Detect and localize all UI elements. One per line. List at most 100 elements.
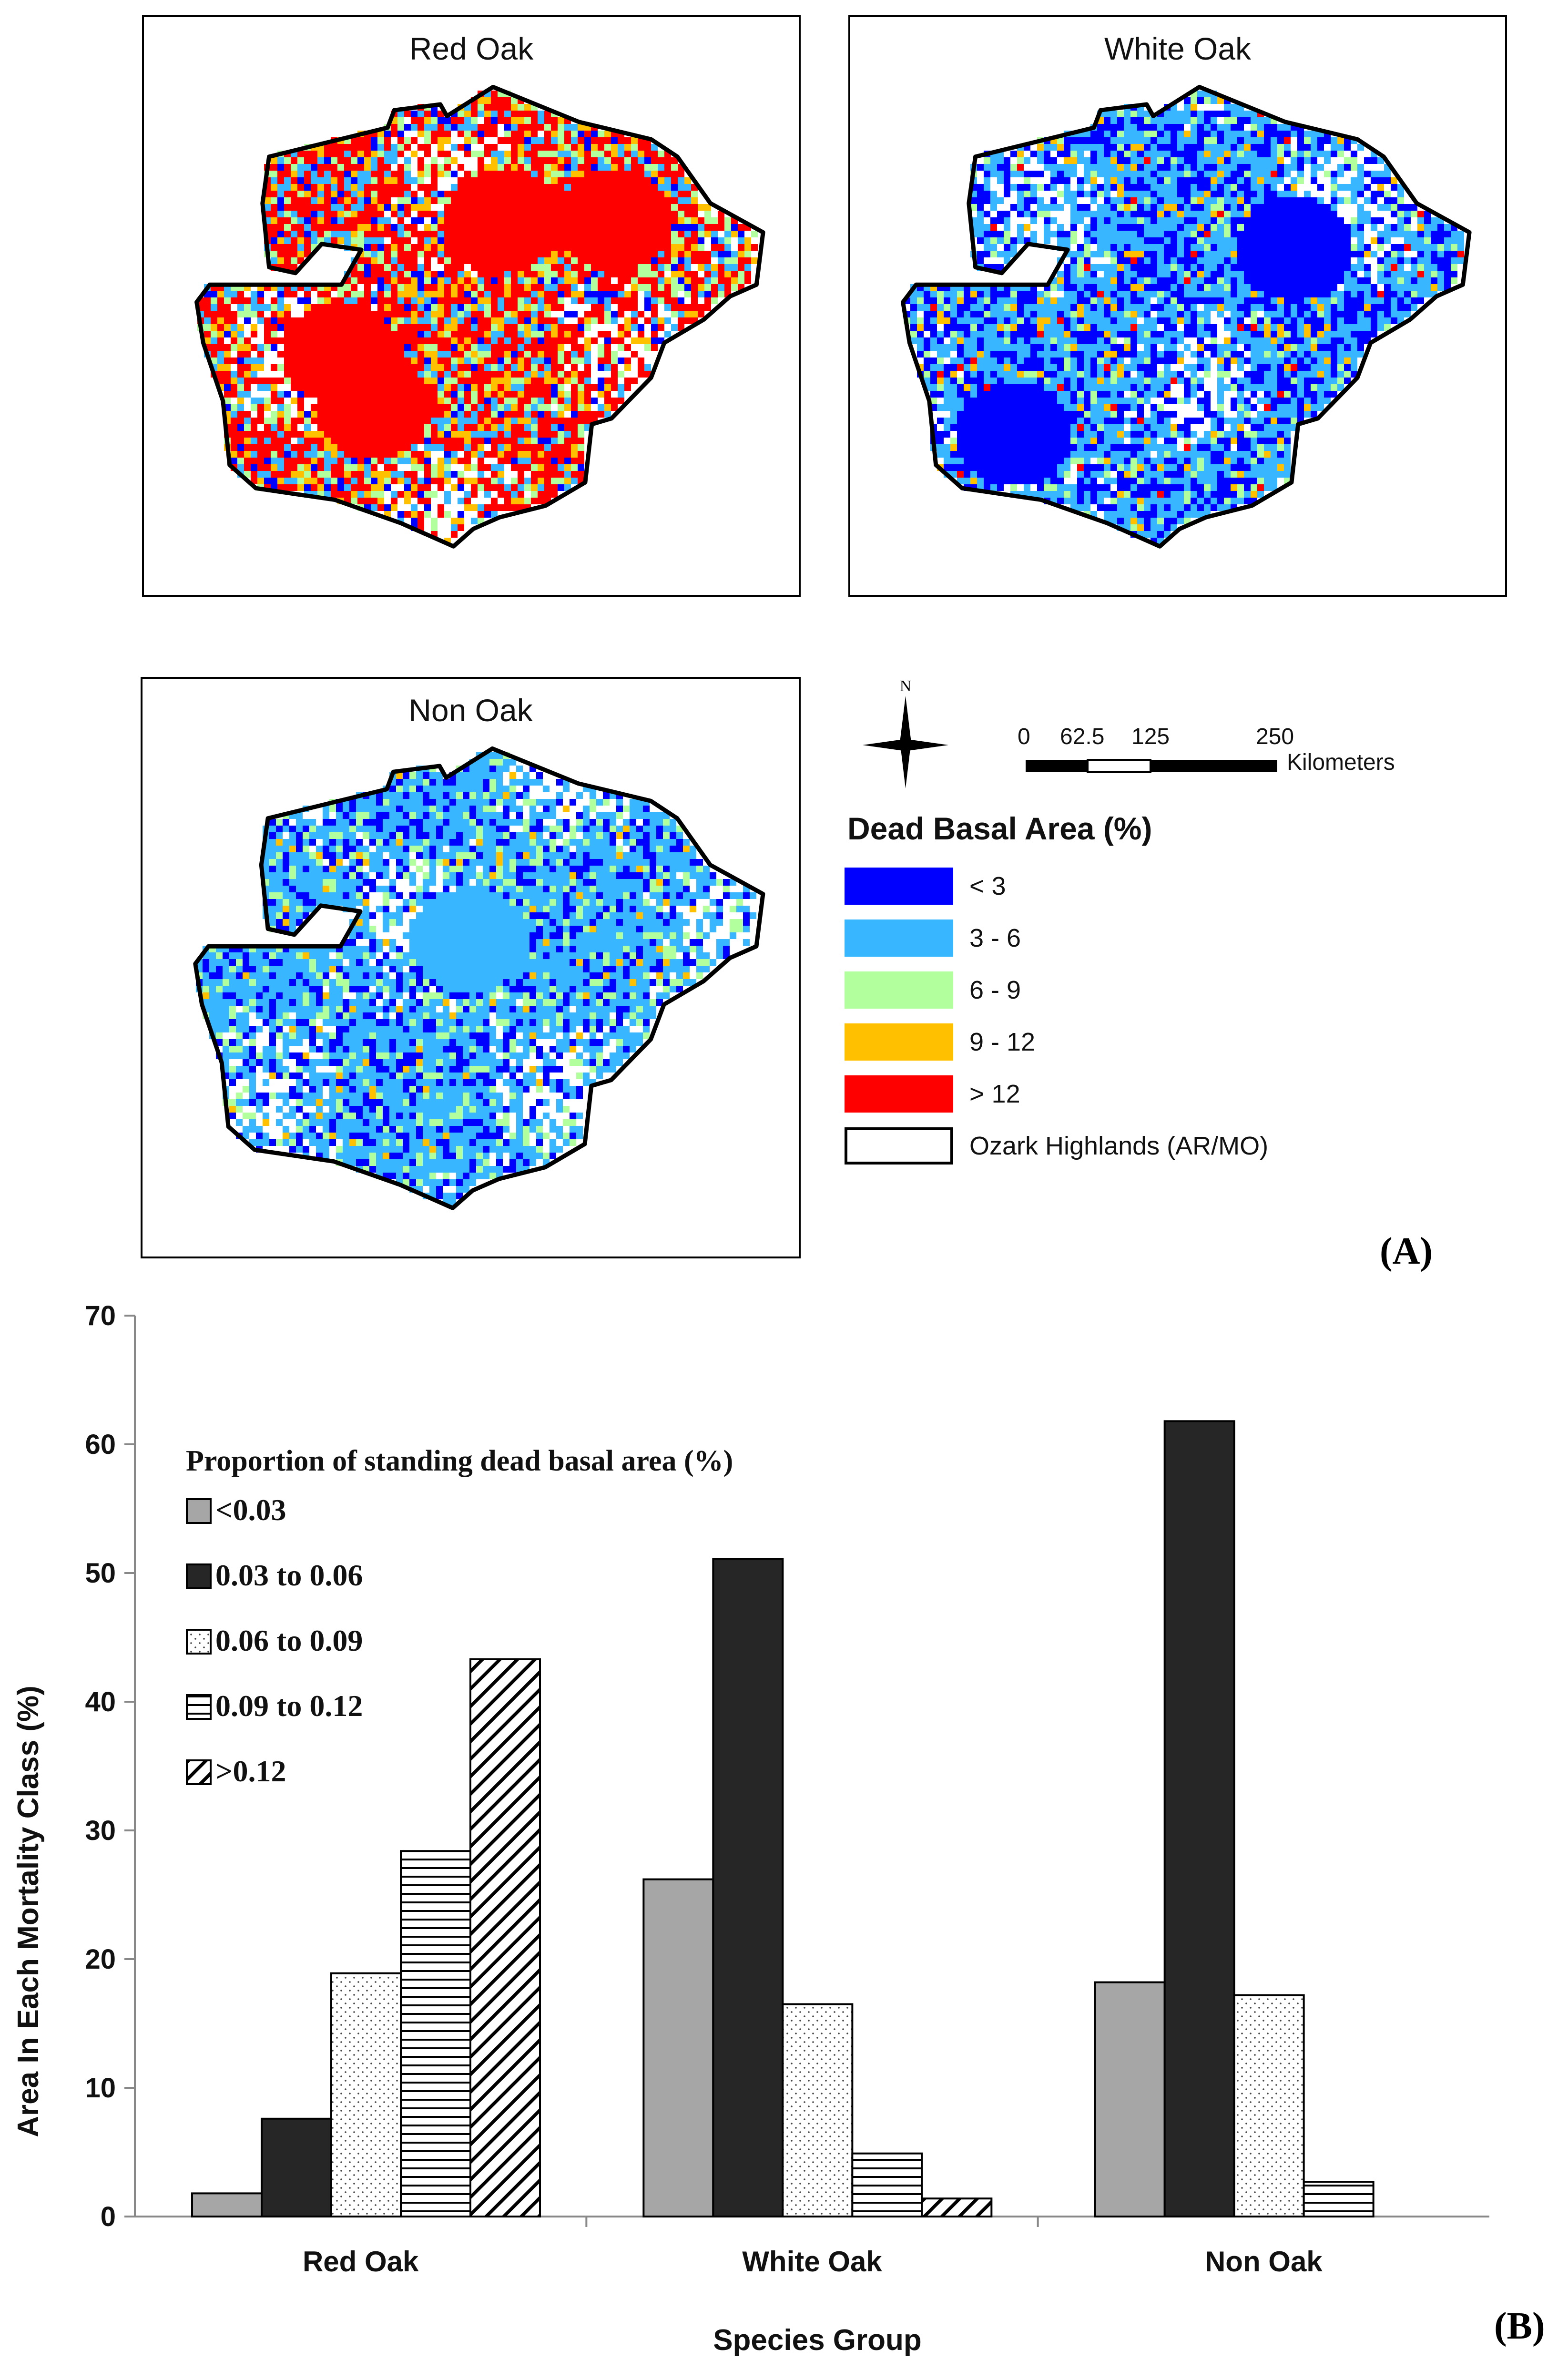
map-cell [324,291,331,297]
map-cell [491,284,498,291]
map-cell [371,217,377,224]
map-cell [237,411,244,418]
map-cell [1197,264,1204,271]
map-cell [311,351,317,358]
map-cell [1304,191,1311,197]
map-cell [1311,157,1317,164]
map-cell [417,304,424,311]
map-cell [651,237,658,244]
map-cell [544,271,551,277]
map-cell [604,304,611,311]
map-cell [624,157,631,164]
map-cell [291,464,297,471]
map-cell [284,464,291,471]
map-cell [1331,277,1337,284]
map-cell [498,384,504,391]
map-cell [538,471,544,478]
map-cell [1431,264,1437,271]
map-cell [1151,257,1157,264]
map-cell [1184,244,1191,251]
map-cell [1137,291,1144,297]
map-cell [950,297,957,304]
map-cell [531,451,538,458]
map-cell [1404,237,1411,244]
map-cell [1211,244,1217,251]
map-cell [990,171,997,177]
map-cell [1084,177,1090,184]
map-cell [304,217,311,224]
map-cell [1231,271,1237,277]
map-cell [438,378,444,384]
map-cell [984,211,990,217]
map-cell [317,331,324,337]
map-cell [444,191,451,197]
map-cell [1451,271,1457,277]
map-cell [1304,271,1311,277]
map-cell [498,177,504,184]
map-cell [277,424,284,431]
map-cell [1391,204,1397,211]
map-cell [504,364,511,371]
map-cell [364,364,371,371]
map-cell [1364,277,1371,284]
map-cell [524,431,531,438]
map-cell [458,317,464,324]
map-cell [691,304,698,311]
map-cell [317,438,324,444]
map-cell [337,484,344,491]
map-cell [531,478,538,484]
map-cell [1151,184,1157,191]
map-cell [1391,271,1397,277]
map-cell [364,224,371,231]
map-cell [691,197,698,204]
map-cell [491,498,498,504]
map-cell [304,484,311,491]
map-cell [1070,171,1077,177]
map-cell [1130,191,1137,197]
map-cell [644,271,651,277]
map-cell [438,164,444,171]
map-cell [604,151,611,157]
map-cell [478,164,484,171]
map-cell [304,364,311,371]
map-cell [384,131,391,137]
map-cell [1117,171,1124,177]
map-cell [644,231,651,237]
map-cell [1151,277,1157,284]
map-cell [291,237,297,244]
map-cell [518,224,524,231]
map-cell [464,137,471,144]
map-cell [511,438,518,444]
map-cell [364,478,371,484]
map-cell [1204,264,1211,271]
map-cell [411,424,417,431]
map-cell [344,364,351,371]
map-cell [498,398,504,404]
map-cell [1331,171,1337,177]
map-cell [584,217,591,224]
map-cell [384,217,391,224]
map-cell [618,384,624,391]
map-cell [1331,251,1337,257]
map-cell [544,257,551,264]
map-cell [371,504,377,511]
map-cell [357,364,364,371]
map-cell [518,244,524,251]
map-cell [1424,257,1431,264]
map-cell [271,304,277,311]
map-cell [297,451,304,458]
map-cell [331,364,337,371]
map-cell [544,431,551,438]
map-cell [1211,124,1217,131]
map-cell [1164,164,1171,171]
map-cell [538,491,544,498]
map-cell [611,191,618,197]
map-cell [311,184,317,191]
map-cell [1130,137,1137,144]
map-cell [324,464,331,471]
map-cell [451,191,458,197]
map-cell [718,251,724,257]
map-cell [1244,244,1251,251]
map-cell [1017,184,1024,191]
map-cell [297,438,304,444]
